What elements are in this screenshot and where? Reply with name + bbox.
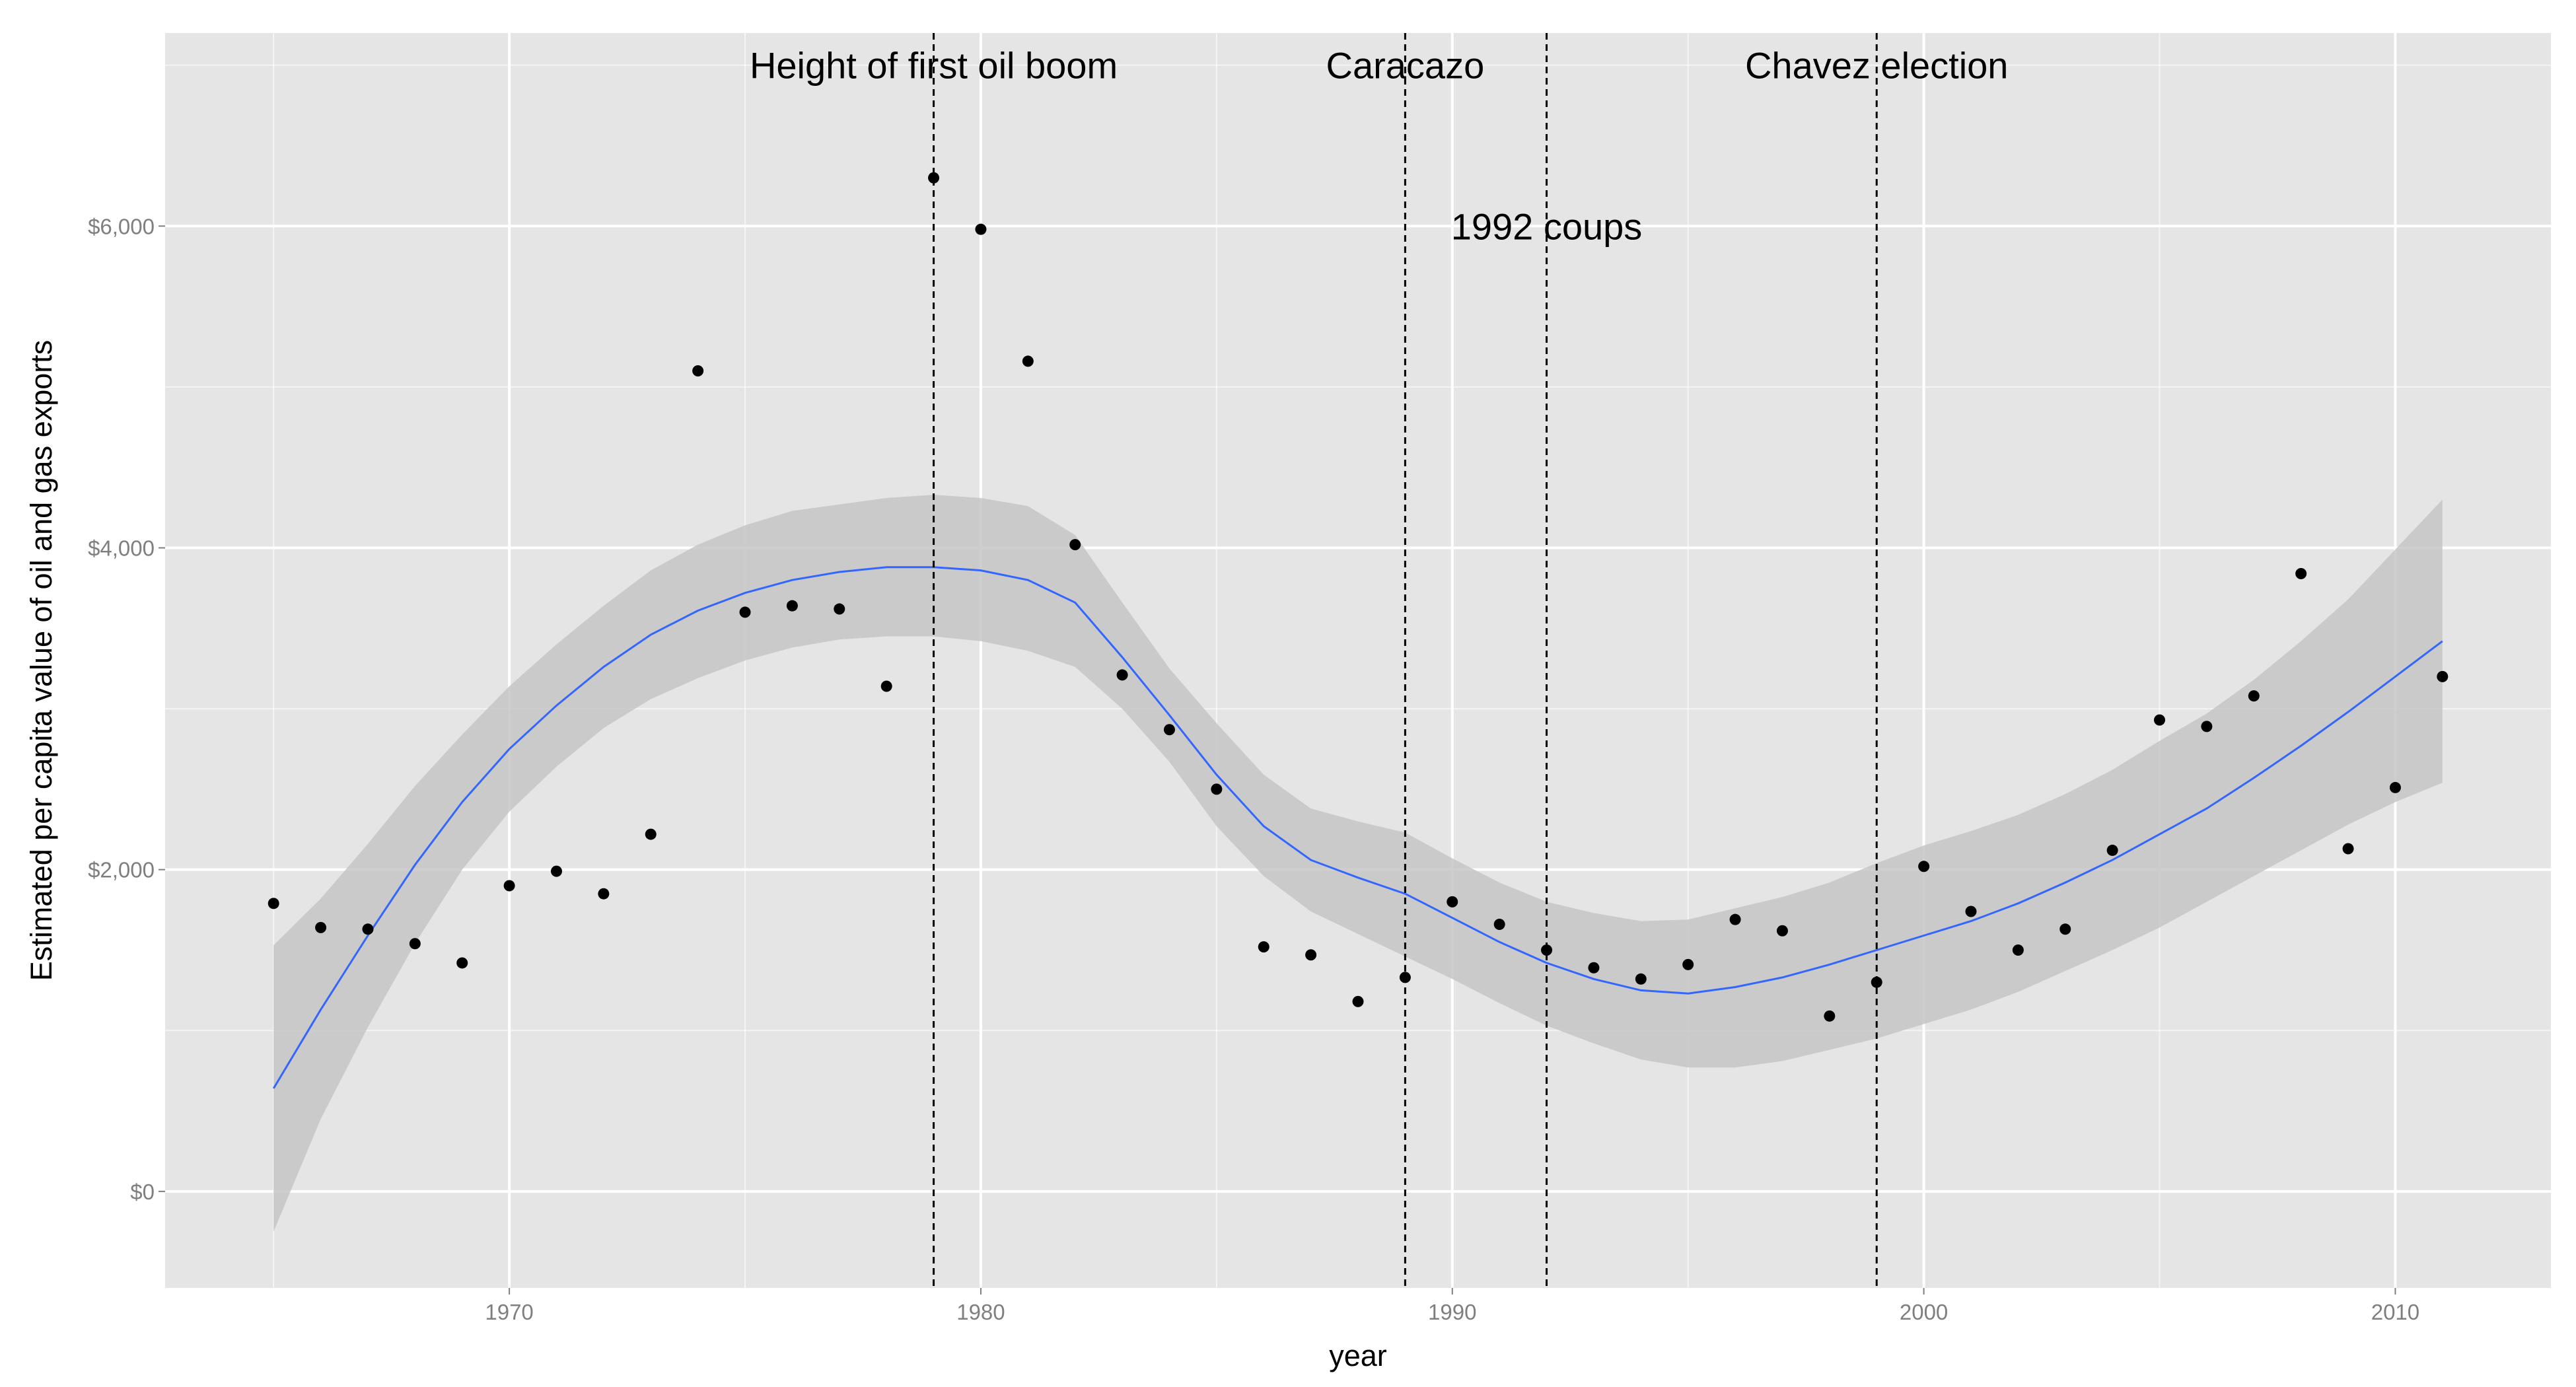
data-point	[1022, 355, 1034, 367]
x-tick-label: 1990	[1428, 1300, 1476, 1324]
data-points	[268, 172, 2449, 1022]
data-point	[598, 888, 610, 900]
event-label: Chavez election	[1745, 45, 2008, 87]
x-axis-title: year	[1329, 1339, 1387, 1372]
data-point	[1729, 913, 1741, 925]
data-point	[1258, 941, 1270, 953]
data-point	[2106, 844, 2118, 856]
data-point	[1493, 918, 1505, 930]
data-point	[2295, 567, 2307, 579]
event-label: 1992 coups	[1451, 205, 1643, 247]
data-point	[645, 828, 657, 840]
data-point	[2248, 690, 2260, 702]
data-point	[2154, 714, 2166, 726]
data-point	[1776, 925, 1788, 937]
data-point	[1918, 861, 1930, 872]
data-point	[1965, 906, 1977, 917]
event-label: Height of first oil boom	[750, 45, 1118, 87]
data-point	[1588, 962, 1600, 974]
x-tick-label: 1970	[485, 1300, 533, 1324]
smooth-line	[272, 566, 2443, 1089]
data-point	[268, 898, 279, 909]
data-point	[1541, 944, 1553, 956]
x-axis: 1970 1980 1990 2000 2010	[485, 1288, 2419, 1324]
data-point	[362, 923, 374, 935]
data-point	[1352, 995, 1364, 1007]
smooth-line-layer	[272, 566, 2443, 1089]
data-point	[2201, 721, 2213, 732]
data-point	[2389, 781, 2401, 793]
y-tick-label: $6,000	[88, 214, 155, 238]
data-point	[409, 938, 421, 950]
data-point	[1447, 896, 1458, 907]
data-point	[975, 223, 987, 235]
data-point	[2437, 670, 2449, 682]
x-tick-label: 1980	[956, 1300, 1005, 1324]
data-point	[503, 880, 515, 892]
data-point	[2342, 843, 2354, 855]
confidence-band	[273, 495, 2443, 1232]
data-point	[2059, 923, 2071, 935]
data-point	[1824, 1010, 1836, 1022]
x-tick-label: 2010	[2371, 1300, 2419, 1324]
event-lines	[933, 33, 1878, 1288]
data-point	[1682, 958, 1694, 970]
data-point	[786, 600, 798, 612]
y-tick-label: $4,000	[88, 536, 155, 560]
data-point	[550, 865, 562, 877]
y-axis: $0 $2,000 $4,000 $6,000	[88, 214, 165, 1204]
y-tick-label: $2,000	[88, 858, 155, 882]
data-point	[692, 365, 704, 377]
event-label: Caracazo	[1326, 45, 1485, 87]
data-point	[1163, 724, 1175, 736]
confidence-band-layer	[273, 495, 2443, 1232]
data-point	[2012, 944, 2024, 956]
data-point	[1211, 783, 1223, 795]
data-point	[834, 603, 845, 615]
data-point	[456, 957, 468, 969]
data-point	[928, 172, 940, 184]
data-point	[1116, 669, 1128, 681]
y-axis-title: Estimated per capita value of oil and ga…	[24, 340, 58, 981]
x-tick-label: 2000	[1900, 1300, 1948, 1324]
plot-panel	[165, 33, 2551, 1288]
y-tick-label: $0	[130, 1180, 155, 1204]
data-point	[1069, 539, 1081, 551]
data-point	[1305, 949, 1317, 961]
data-point	[739, 606, 751, 618]
data-point	[1635, 973, 1647, 985]
event-annotations: Height of first oil boom Caracazo 1992 cou…	[750, 45, 2008, 248]
data-point	[315, 921, 327, 933]
data-point	[880, 680, 892, 692]
